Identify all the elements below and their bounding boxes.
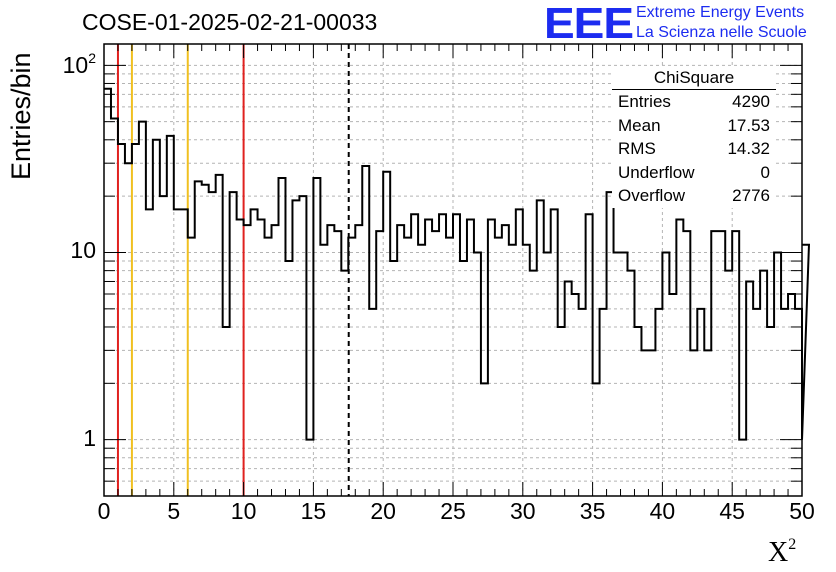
- stats-label: RMS: [618, 139, 656, 158]
- stats-row: RMS 14.32: [612, 137, 776, 161]
- x-tick-label: 0: [97, 498, 111, 524]
- x-tick-label: 50: [789, 498, 815, 524]
- stats-value: 14.32: [727, 139, 770, 158]
- y-tick-label-base: 1: [83, 424, 96, 451]
- x-axis-label-text: X: [768, 537, 789, 568]
- y-tick-label: 102: [46, 50, 96, 79]
- stats-value: 2776: [732, 186, 770, 205]
- x-axis-label: X2: [768, 536, 796, 569]
- logo-subtitle-1: Extreme Energy Events: [636, 4, 805, 21]
- stats-value: 4290: [732, 92, 770, 111]
- stats-row: Entries 4290: [612, 90, 776, 114]
- stats-label: Overflow: [618, 186, 686, 205]
- x-tick-label: 40: [649, 498, 676, 524]
- x-tick-label: 45: [719, 498, 745, 524]
- y-tick-label: 1: [46, 425, 96, 452]
- eee-logo: EEE: [544, 0, 634, 48]
- x-tick-label: 20: [370, 498, 396, 524]
- y-axis-label: Entries/bin: [6, 52, 37, 180]
- y-tick-label: 10: [46, 237, 96, 264]
- stats-title: ChiSquare: [612, 67, 776, 90]
- chart-title: COSE-01-2025-02-21-00033: [82, 9, 378, 35]
- axis-ticks: [103, 44, 803, 497]
- stats-label: Entries: [618, 92, 671, 111]
- x-tick-label: 25: [440, 498, 466, 524]
- x-tick-label: 5: [167, 498, 181, 524]
- x-tick-label: 35: [579, 498, 606, 524]
- stats-label: Mean: [618, 115, 661, 135]
- y-tick-label-exp: 2: [88, 50, 96, 67]
- histogram-line: [104, 87, 811, 441]
- x-tick-label: 30: [510, 498, 536, 524]
- stats-row: Overflow 2776: [612, 184, 776, 208]
- x-tick-label: 10: [230, 498, 257, 524]
- stats-value: 0: [760, 162, 770, 182]
- grid-lines: [104, 44, 802, 496]
- logo-subtitle-2: La Scienza nelle Scuole: [636, 24, 807, 41]
- stats-rows: Entries 4290 Mean 17.53 RMS 14.32 Underflow 0 Ov…: [612, 90, 776, 208]
- x-axis-label-exp: 2: [788, 536, 797, 553]
- stats-row: Mean 17.53: [612, 114, 776, 138]
- stats-label: Underflow: [618, 162, 695, 182]
- stats-row: Underflow 0: [612, 161, 776, 185]
- stats-box: ChiSquare Entries 4290 Mean 17.53 RMS 14.32 Un…: [612, 67, 776, 208]
- y-axis-label-text: Entries/bin: [6, 52, 36, 180]
- y-tick-label-base: 10: [62, 52, 89, 79]
- y-tick-label-base: 10: [70, 237, 96, 264]
- stats-value: 17.53: [727, 115, 770, 135]
- x-tick-label: 15: [300, 498, 327, 524]
